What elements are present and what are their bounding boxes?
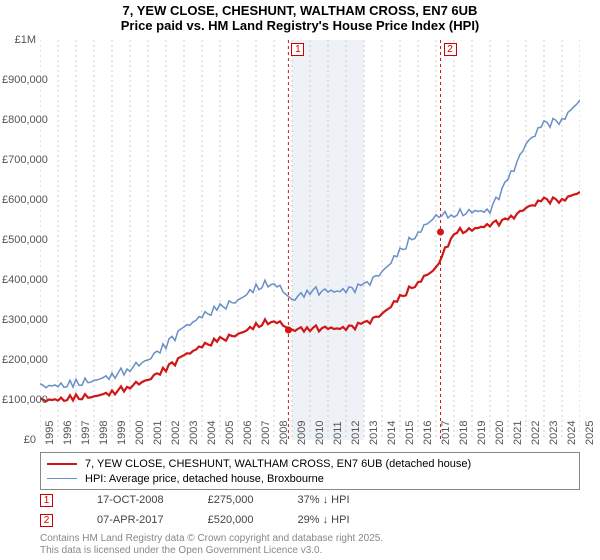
x-axis-label: 1999 xyxy=(116,421,128,445)
delta-2: 29% ↓ HPI xyxy=(298,514,350,526)
price-2: £520,000 xyxy=(208,514,254,526)
legend-row-1: 7, YEW CLOSE, CHESHUNT, WALTHAM CROSS, E… xyxy=(47,456,573,471)
x-axis-label: 1997 xyxy=(80,421,92,445)
y-axis-label: £100,000 xyxy=(2,394,36,406)
date-1: 17-OCT-2008 xyxy=(97,494,164,506)
x-axis-label: 2011 xyxy=(332,421,344,445)
y-axis-label: £600,000 xyxy=(2,194,36,206)
x-axis-label: 2023 xyxy=(548,421,560,445)
x-axis-label: 2008 xyxy=(278,421,290,445)
x-axis-label: 2019 xyxy=(476,421,488,445)
chart-marker-2: 2 xyxy=(444,43,457,56)
x-axis-label: 2003 xyxy=(188,421,200,445)
x-axis-label: 2009 xyxy=(296,421,308,445)
x-axis-label: 2005 xyxy=(224,421,236,445)
x-axis-label: 2007 xyxy=(260,421,272,445)
chart-area: £0£100,000£200,000£300,000£400,000£500,0… xyxy=(40,40,580,440)
x-axis-label: 2025 xyxy=(584,421,596,445)
x-axis-label: 1995 xyxy=(44,421,56,445)
legend-row-2: HPI: Average price, detached house, Brox… xyxy=(47,471,573,486)
x-axis-label: 2017 xyxy=(440,421,452,445)
x-axis-label: 2000 xyxy=(134,421,146,445)
x-axis-label: 2004 xyxy=(206,421,218,445)
x-axis-label: 1996 xyxy=(62,421,74,445)
delta-1: 37% ↓ HPI xyxy=(298,494,350,506)
price-1: £275,000 xyxy=(208,494,254,506)
line-chart-svg xyxy=(40,40,580,440)
x-axis-label: 2015 xyxy=(404,421,416,445)
date-2: 07-APR-2017 xyxy=(97,514,164,526)
data-row-1: 1 17-OCT-2008 £275,000 37% ↓ HPI xyxy=(40,490,350,510)
chart-marker-1: 1 xyxy=(291,43,304,56)
x-axis-label: 2013 xyxy=(368,421,380,445)
x-axis-label: 2022 xyxy=(530,421,542,445)
legend-swatch-price xyxy=(47,463,77,465)
x-axis-label: 2010 xyxy=(314,421,326,445)
legend-text-1: 7, YEW CLOSE, CHESHUNT, WALTHAM CROSS, E… xyxy=(85,458,471,470)
x-axis-label: 2006 xyxy=(242,421,254,445)
x-axis-label: 2020 xyxy=(494,421,506,445)
x-axis-label: 2021 xyxy=(512,421,524,445)
chart-title-block: 7, YEW CLOSE, CHESHUNT, WALTHAM CROSS, E… xyxy=(0,0,600,33)
x-axis-label: 2002 xyxy=(170,421,182,445)
x-axis-label: 2018 xyxy=(458,421,470,445)
y-axis-label: £500,000 xyxy=(2,234,36,246)
x-axis-label: 2012 xyxy=(350,421,362,445)
marker-badge-1: 1 xyxy=(40,494,53,507)
y-axis-label: £700,000 xyxy=(2,154,36,166)
x-axis-label: 2024 xyxy=(566,421,578,445)
y-axis-label: £1M xyxy=(2,34,36,46)
x-axis-label: 2014 xyxy=(386,421,398,445)
marker-badge-2: 2 xyxy=(40,514,53,527)
legend-swatch-hpi xyxy=(47,478,77,479)
footer-line-2: This data is licensed under the Open Gov… xyxy=(40,545,383,557)
data-row-2: 2 07-APR-2017 £520,000 29% ↓ HPI xyxy=(40,510,350,530)
legend-text-2: HPI: Average price, detached house, Brox… xyxy=(85,473,324,485)
x-axis-label: 2001 xyxy=(152,421,164,445)
footer-text: Contains HM Land Registry data © Crown c… xyxy=(40,533,383,557)
y-axis-label: £300,000 xyxy=(2,314,36,326)
y-axis-label: £200,000 xyxy=(2,354,36,366)
data-points-table: 1 17-OCT-2008 £275,000 37% ↓ HPI 2 07-AP… xyxy=(40,490,350,530)
x-axis-label: 2016 xyxy=(422,421,434,445)
footer-line-1: Contains HM Land Registry data © Crown c… xyxy=(40,533,383,545)
x-axis-label: 1998 xyxy=(98,421,110,445)
y-axis-label: £400,000 xyxy=(2,274,36,286)
y-axis-label: £0 xyxy=(2,434,36,446)
title-line-1: 7, YEW CLOSE, CHESHUNT, WALTHAM CROSS, E… xyxy=(0,3,600,18)
y-axis-label: £900,000 xyxy=(2,74,36,86)
y-axis-label: £800,000 xyxy=(2,114,36,126)
title-line-2: Price paid vs. HM Land Registry's House … xyxy=(0,18,600,33)
legend-box: 7, YEW CLOSE, CHESHUNT, WALTHAM CROSS, E… xyxy=(40,452,580,490)
